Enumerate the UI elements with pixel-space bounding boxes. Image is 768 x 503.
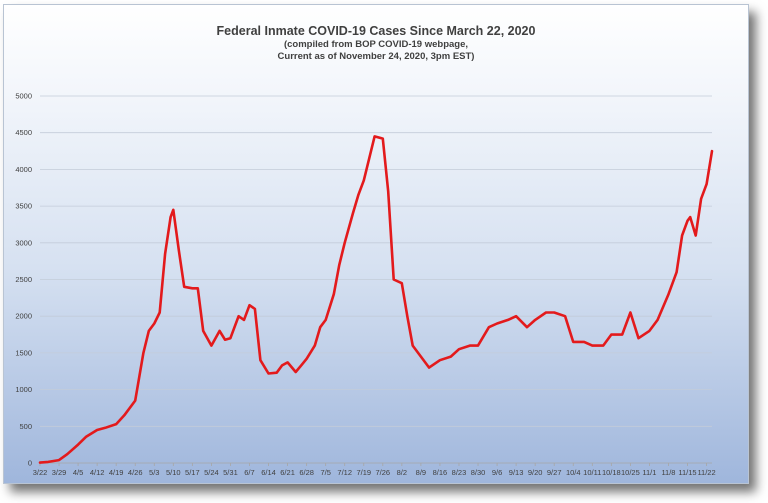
- x-tick-label: 8/9: [416, 468, 426, 477]
- x-tick-label: 11/15: [678, 468, 696, 477]
- x-tick-label: 7/26: [375, 468, 390, 477]
- chart-title: Federal Inmate COVID-19 Cases Since Marc…: [216, 24, 536, 38]
- x-tick-label: 6/28: [299, 468, 314, 477]
- x-tick-label: 4/5: [73, 468, 83, 477]
- x-tick-label: 3/22: [33, 468, 48, 477]
- chart-subtitle-line-1: (compiled from BOP COVID-19 webpage,: [283, 39, 469, 50]
- x-tick-label: 4/12: [90, 468, 105, 477]
- series-line-cases: [38, 135, 714, 464]
- x-tick-label: 8/30: [471, 468, 486, 477]
- x-tick-label: 4/19: [109, 468, 124, 477]
- x-tick-label: 6/14: [261, 468, 276, 477]
- x-tick-label: 4/26: [128, 468, 143, 477]
- x-tick-label: 10/18: [602, 468, 621, 477]
- x-tick-label: 9/13: [509, 468, 524, 477]
- x-tick-label: 8/23: [452, 468, 467, 477]
- y-tick-label: 2500: [15, 275, 32, 284]
- y-tick-label: 5000: [15, 92, 32, 101]
- y-tick-label: 3500: [15, 202, 32, 211]
- x-tick-label: 6/21: [280, 468, 295, 477]
- x-tick-label: 10/25: [621, 468, 640, 477]
- y-tick-label: 3000: [15, 238, 32, 247]
- y-tick-label: 0: [28, 459, 32, 468]
- x-tick-label: 10/11: [583, 468, 601, 477]
- x-tick-label: 11/1: [642, 468, 656, 477]
- x-axis: 3/22 3/29 4/5 4/12 4/19 4/26 5/3 5/10 5/17 5/24 5/…: [33, 463, 716, 477]
- x-tick-label: 6/7: [244, 468, 254, 477]
- x-tick-label: 10/4: [566, 468, 581, 477]
- y-tick-label: 1000: [15, 385, 32, 394]
- x-tick-label: 11/22: [697, 468, 715, 477]
- x-tick-label: 9/20: [528, 468, 543, 477]
- gridlines: [40, 95, 712, 464]
- x-tick-label: 3/29: [52, 468, 67, 477]
- chart-frame: Federal Inmate COVID-19 Cases Since Marc…: [3, 4, 749, 484]
- x-tick-label: 9/6: [492, 468, 502, 477]
- x-tick-label: 8/16: [433, 468, 448, 477]
- x-tick-label: 11/8: [661, 468, 675, 477]
- x-tick-label: 5/3: [149, 468, 159, 477]
- x-tick-label: 7/12: [337, 468, 352, 477]
- line-chart: 0 500 1000 1500 2000 2500 3000 3500 4000 4500 5000…: [15, 92, 716, 478]
- chart-subtitle-line-2: Current as of November 24, 2020, 3pm EST…: [277, 51, 475, 62]
- y-tick-label: 4500: [15, 128, 32, 137]
- x-tick-label: 7/5: [320, 468, 330, 477]
- x-tick-label: 8/2: [397, 468, 407, 477]
- y-tick-label: 4000: [15, 165, 32, 174]
- series-layer: [38, 135, 714, 464]
- y-axis: 0 500 1000 1500 2000 2500 3000 3500 4000 4500 5000: [15, 92, 32, 468]
- x-tick-label: 5/17: [185, 468, 200, 477]
- x-tick-label: 5/31: [223, 468, 238, 477]
- x-tick-label: 7/19: [356, 468, 371, 477]
- y-tick-label: 500: [19, 422, 32, 431]
- y-tick-label: 2000: [15, 312, 32, 321]
- x-tick-label: 9/27: [547, 468, 562, 477]
- y-tick-label: 1500: [15, 348, 32, 357]
- x-tick-label: 5/24: [204, 468, 219, 477]
- chart-titles: Federal Inmate COVID-19 Cases Since Marc…: [4, 23, 748, 63]
- x-tick-label: 5/10: [166, 468, 181, 477]
